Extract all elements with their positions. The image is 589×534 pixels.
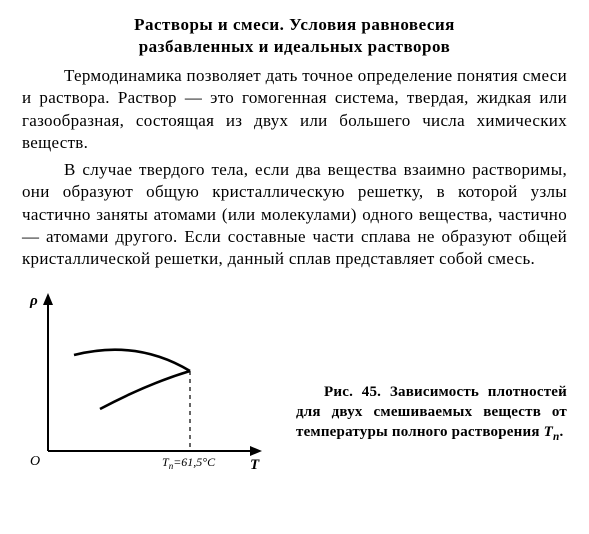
title-line-1: Растворы и смеси. Условия равновесия	[22, 14, 567, 36]
figure-caption: Рис. 45. Зависимость плотностей для двух…	[296, 383, 567, 474]
paragraph-2: В случае твердого тела, если два веществ…	[22, 159, 567, 271]
chart-svg: ρ T O Tп=61,5°C	[22, 289, 270, 475]
section-title: Растворы и смеси. Условия равновесия раз…	[22, 14, 567, 59]
curve-lower	[100, 371, 190, 409]
caption-suffix: .	[559, 424, 563, 440]
paragraph-1-text: Термодинамика позволяет дать точное опре…	[22, 66, 567, 152]
y-axis-arrow	[43, 293, 53, 305]
caption-var: T	[544, 424, 553, 440]
figure-row: ρ T O Tп=61,5°C Рис. 45. Зависимость пло…	[22, 289, 567, 475]
y-axis-label: ρ	[29, 293, 38, 309]
curve-upper	[74, 349, 190, 370]
x-axis-label: T	[250, 457, 260, 473]
x-axis-arrow	[250, 446, 262, 456]
title-line-2: разбавленных и идеальных растворов	[22, 36, 567, 58]
x-tick-label: Tп=61,5°C	[162, 455, 216, 471]
chart: ρ T O Tп=61,5°C	[22, 289, 270, 475]
paragraph-1: Термодинамика позволяет дать точное опре…	[22, 65, 567, 155]
caption-prefix: Рис. 45.	[324, 384, 381, 400]
origin-label: O	[30, 454, 40, 469]
paragraph-2-text: В случае твердого тела, если два веществ…	[22, 160, 567, 269]
